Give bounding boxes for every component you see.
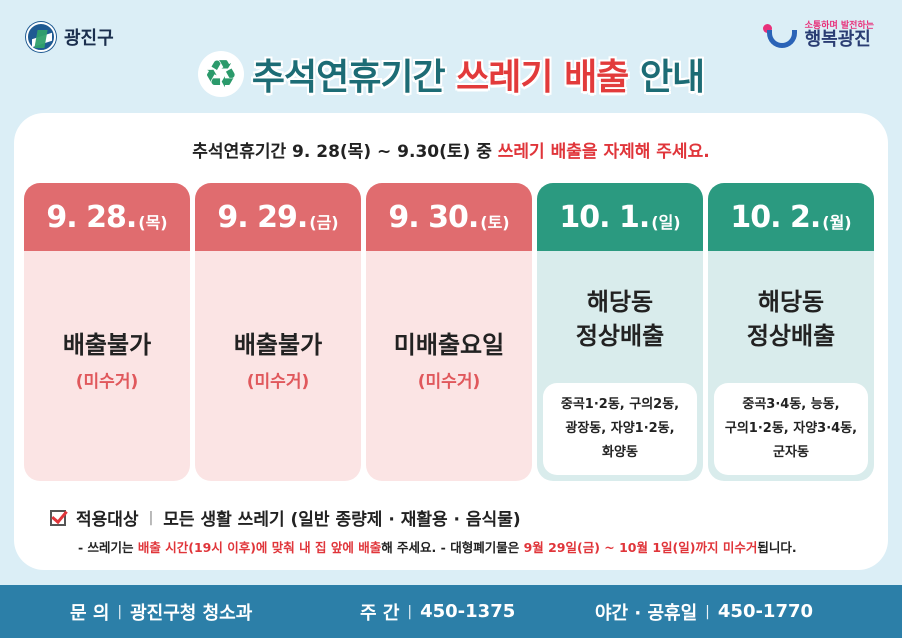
day-weekday: (월) (822, 213, 852, 232)
contact-label: 문 의 (70, 602, 110, 624)
title-part-1: 추석연휴기간 (251, 57, 446, 98)
contact-office: 문 의 | 광진구청 청소과 (70, 599, 252, 625)
notice-text: - 쓰레기는 배출 시간(19시 이후)에 맞춰 내 집 앞에 배출해 주세요.… (78, 540, 797, 555)
day-weekday: (목) (138, 213, 168, 232)
district-seal-icon (26, 22, 56, 52)
subtitle-prefix: 추석연휴기간 9. 28(목) ~ 9.30(토) 중 (192, 142, 492, 162)
day-status-line-2: 정상배출 (575, 322, 665, 350)
area-line: 화양동 (602, 445, 638, 460)
slogan-logo: 소통하며 발전하는 행복광진 (761, 20, 874, 50)
district-logo: 광진구 (26, 22, 114, 52)
day-status-sub: (미수거) (75, 372, 139, 392)
area-line: 구의1·2동, 자양3·4동, (724, 421, 858, 436)
day-status-line-1: 해당동 (757, 288, 825, 316)
night-phone[interactable]: 450-1770 (717, 601, 814, 622)
apply-separator: | (148, 509, 154, 526)
day-card-0928: 9. 28. (목) 배출불가 (미수거) (24, 183, 190, 481)
day-date: 10. 2. (730, 199, 821, 235)
contact-night-holiday: 야간 · 공휴일 | 450-1770 (595, 599, 813, 625)
day-status-line-1: 해당동 (586, 288, 654, 316)
slogan-big-text: 행복광진 (804, 28, 871, 50)
day-card-1002: 10. 2. (월) 해당동 정상배출 중곡3·4동, 능동, 구의1·2동, … (708, 183, 874, 481)
contact-daytime: 주 간 | 450-1375 (360, 599, 515, 625)
day-weekday: (금) (309, 213, 339, 232)
day-date: 9. 29. (217, 199, 308, 235)
area-line: 중곡3·4동, 능동, (742, 397, 840, 412)
slogan-small-text: 소통하며 발전하는 (804, 20, 874, 31)
day-status: 배출불가 (62, 331, 152, 359)
apply-value: 모든 생활 쓰레기 (일반 종량제 · 재활용 · 음식물) (163, 510, 521, 530)
daytime-label: 주 간 (360, 602, 400, 624)
apply-label: 적용대상 (76, 510, 139, 530)
day-status-line-2: 정상배출 (746, 322, 836, 350)
day-date: 10. 1. (559, 199, 650, 235)
subtitle-highlight: 쓰레기 배출을 자제해 주세요. (497, 142, 710, 162)
day-card-0929: 9. 29. (금) 배출불가 (미수거) (195, 183, 361, 481)
day-status: 배출불가 (233, 331, 323, 359)
title-part-3: 안내 (639, 57, 705, 98)
title-part-2: 쓰레기 배출 (456, 57, 629, 98)
day-status-sub: (미수거) (246, 372, 310, 392)
page-title: ♻ 추석연휴기간 쓰레기 배출 안내 (0, 48, 902, 100)
contact-footer: 문 의 | 광진구청 청소과 주 간 | 450-1375 야간 · 공휴일 |… (0, 585, 902, 638)
area-list: 중곡3·4동, 능동, 구의1·2동, 자양3·4동, 군자동 (714, 383, 868, 475)
slogan-mark-icon (761, 20, 801, 50)
area-line: 중곡1·2동, 구의2동, (560, 397, 680, 412)
day-status: 해당동 정상배출 (708, 285, 874, 353)
contact-value: 광진구청 청소과 (130, 602, 253, 624)
subtitle: 추석연휴기간 9. 28(목) ~ 9.30(토) 중 쓰레기 배출을 자제해 … (14, 137, 888, 162)
day-status: 해당동 정상배출 (537, 285, 703, 353)
daytime-phone[interactable]: 450-1375 (420, 601, 516, 622)
day-date: 9. 28. (46, 199, 137, 235)
night-label: 야간 · 공휴일 (595, 602, 698, 624)
area-line: 군자동 (773, 445, 809, 460)
day-weekday: (일) (651, 213, 681, 232)
day-card-0930: 9. 30. (토) 미배출요일 (미수거) (366, 183, 532, 481)
day-card-1001: 10. 1. (일) 해당동 정상배출 중곡1·2동, 구의2동, 광장동, 자… (537, 183, 703, 481)
day-date: 9. 30. (388, 199, 479, 235)
checkbox-icon (50, 509, 66, 526)
schedule-card: 추석연휴기간 9. 28(목) ~ 9.30(토) 중 쓰레기 배출을 자제해 … (14, 113, 888, 570)
district-name: 광진구 (64, 28, 114, 49)
area-line: 광장동, 자양1·2동, (565, 421, 675, 436)
area-list: 중곡1·2동, 구의2동, 광장동, 자양1·2동, 화양동 (543, 383, 697, 475)
recycle-icon: ♻ (197, 51, 244, 97)
day-weekday: (토) (480, 213, 510, 232)
day-status-sub: (미수거) (417, 372, 481, 392)
apply-target: 적용대상 | 모든 생활 쓰레기 (일반 종량제 · 재활용 · 음식물) (50, 505, 521, 530)
day-status: 미배출요일 (393, 331, 505, 359)
